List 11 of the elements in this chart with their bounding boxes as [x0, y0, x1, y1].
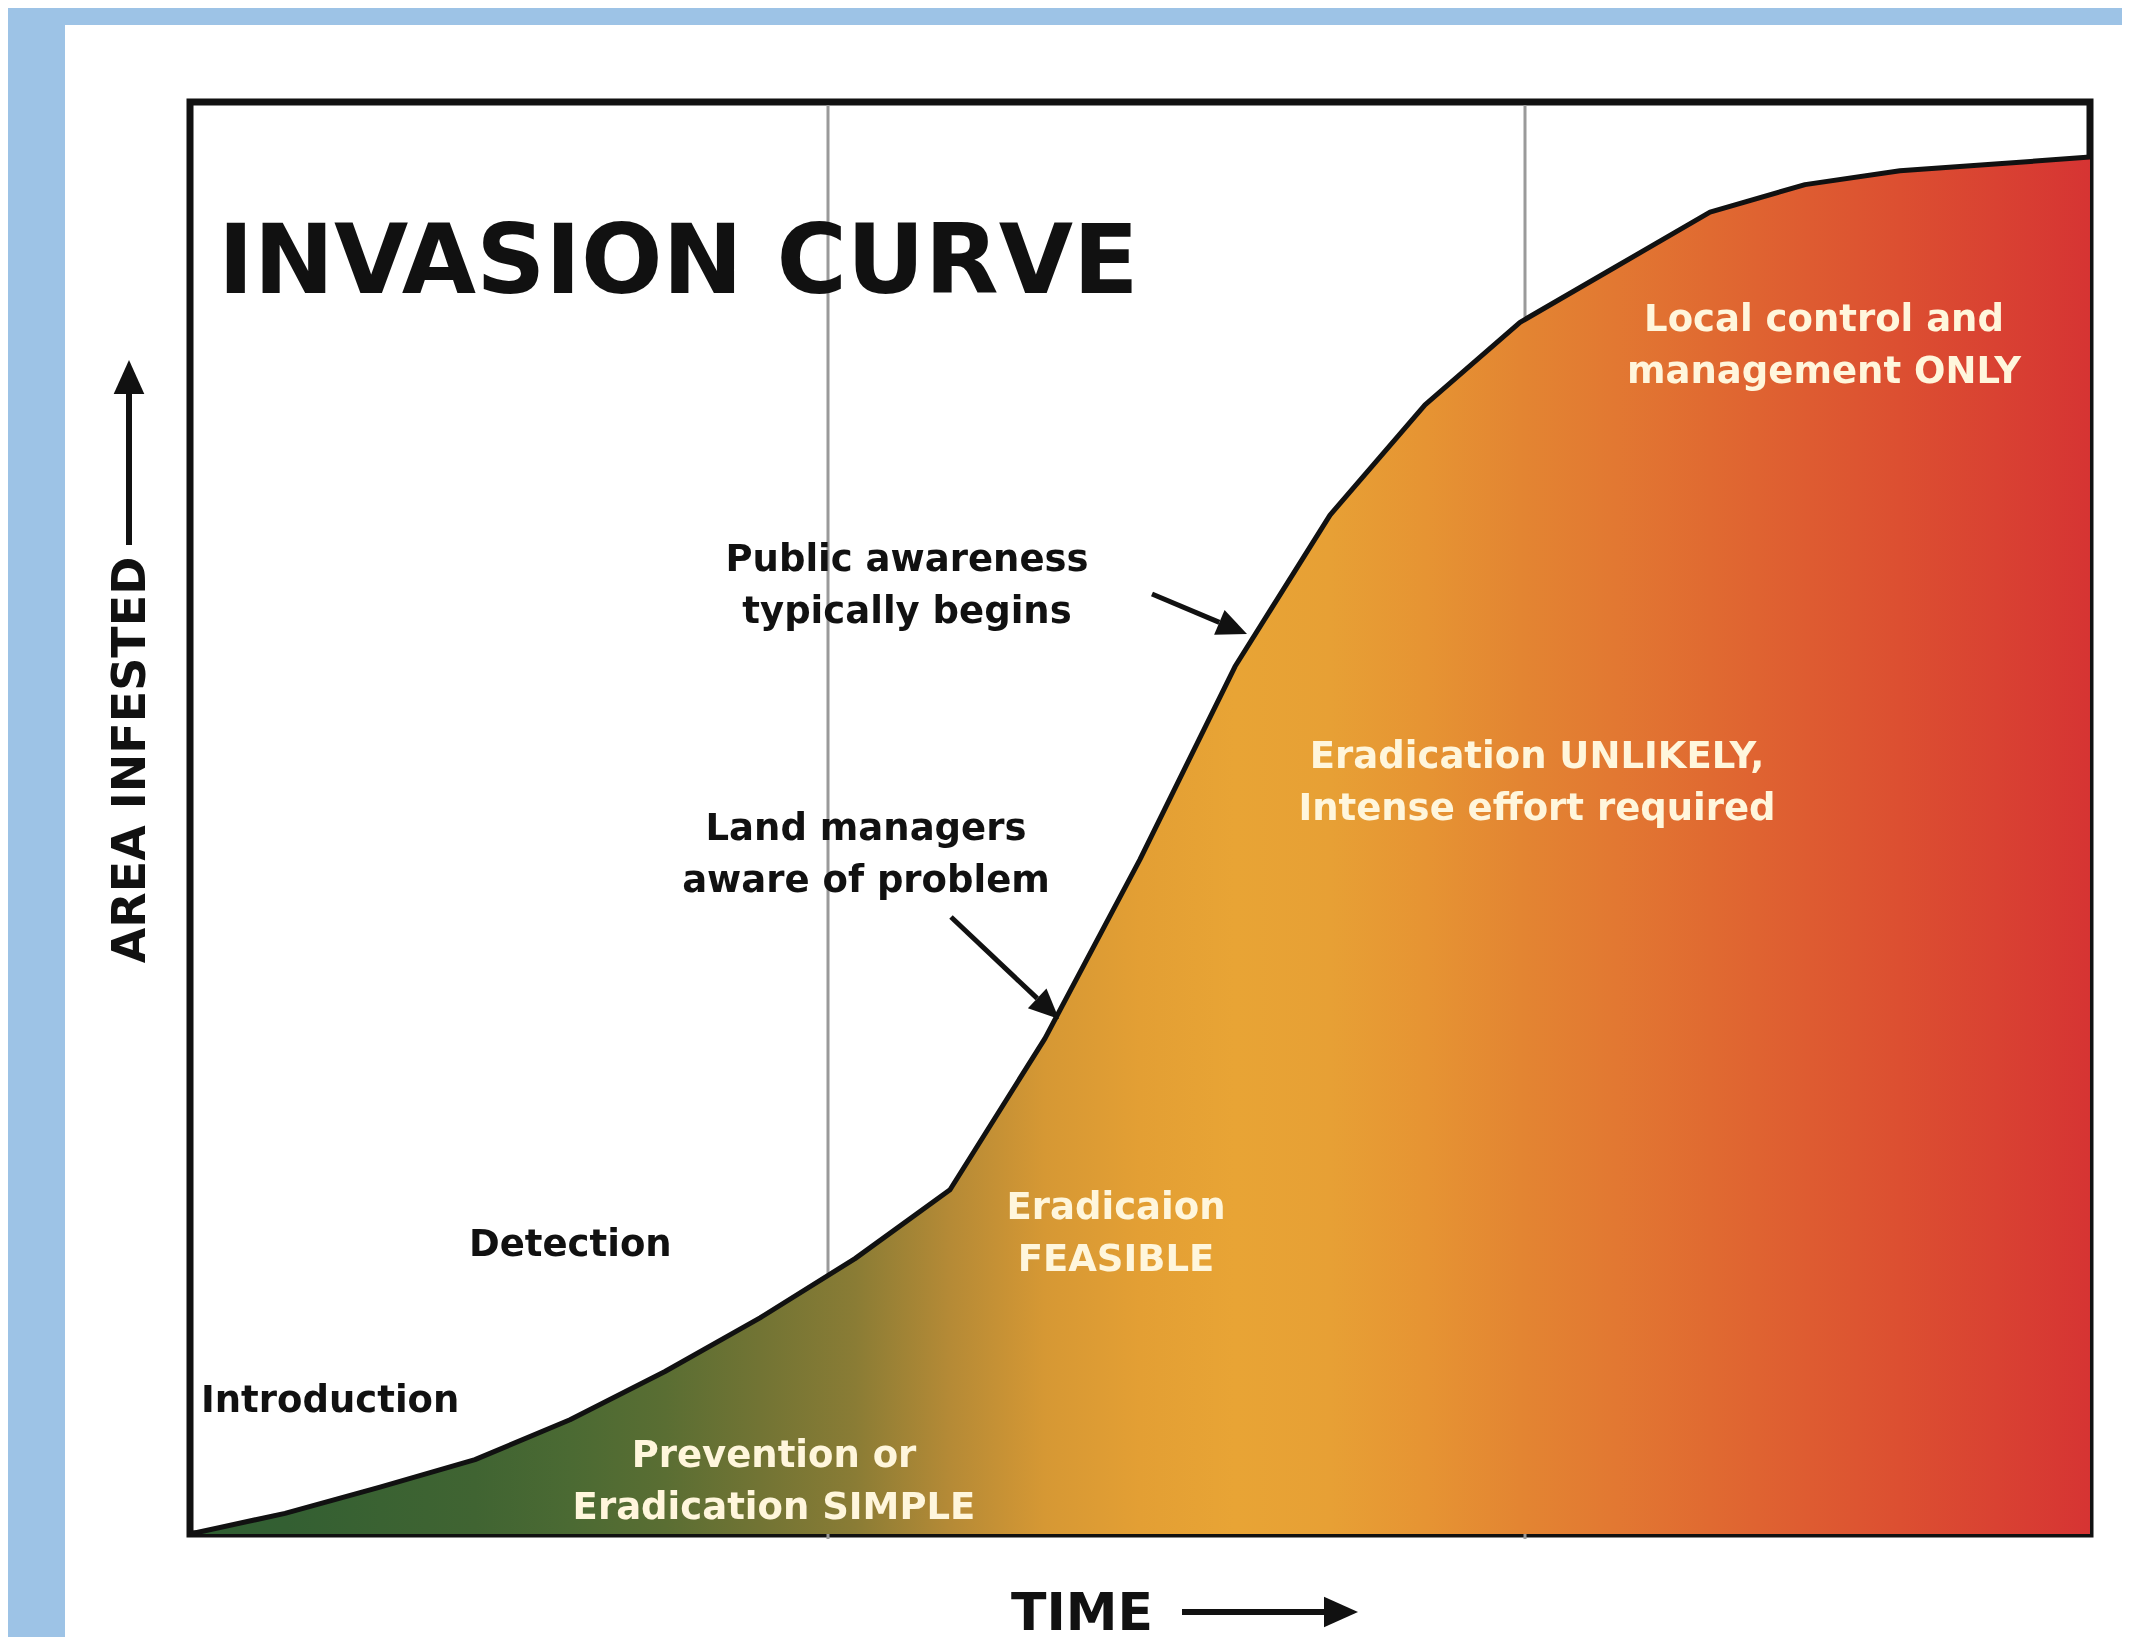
- annotation: Detection: [469, 1221, 672, 1265]
- annotation: Local control and management ONLY: [1627, 296, 2023, 392]
- annotation: Land managers aware of problem: [682, 805, 1050, 901]
- annotation: Public awareness typically begins: [725, 536, 1089, 632]
- annotation: Eradication UNLIKELY, Intense effort required: [1298, 733, 1776, 829]
- x-axis-title: TIME: [1010, 1582, 1154, 1642]
- annotation: Prevention or Eradication SIMPLE: [572, 1432, 976, 1528]
- y-axis-title: AREA INFESTED: [102, 556, 156, 964]
- annotation: Introduction: [201, 1377, 460, 1421]
- annotation: Eradicaion FEASIBLE: [1006, 1184, 1226, 1280]
- text: INVASION CURVE: [218, 204, 1139, 316]
